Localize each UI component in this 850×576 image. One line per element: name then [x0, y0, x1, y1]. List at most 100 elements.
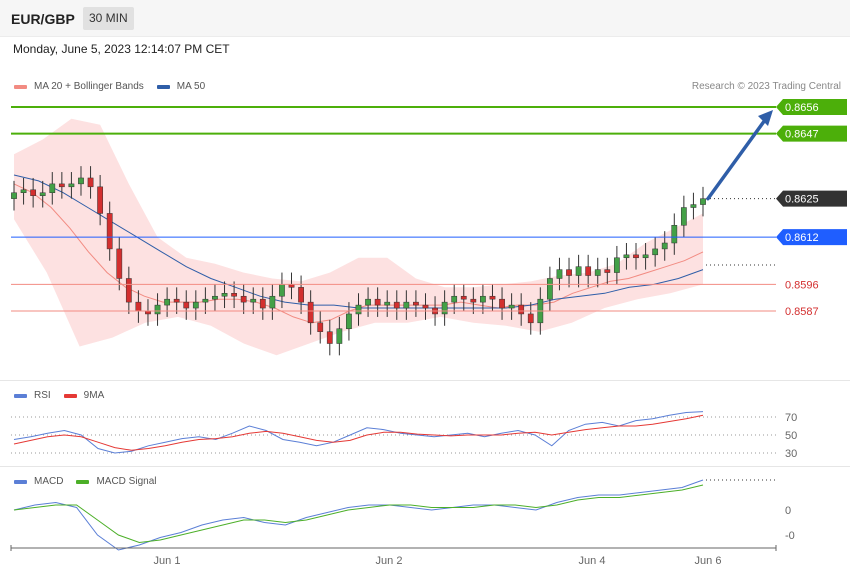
current-price-tag [776, 190, 847, 207]
macd-swatch-icon [14, 479, 27, 484]
rsi-legend: RSI 9MA [14, 390, 104, 401]
candle-body [518, 304, 525, 315]
candle-body [365, 298, 371, 306]
candle-body [613, 257, 620, 273]
forecast-arrowhead-icon [758, 110, 773, 126]
candle-body [604, 269, 611, 273]
candle-body [202, 298, 209, 303]
divider [0, 466, 850, 467]
candle-body [250, 298, 257, 303]
candle-body [192, 301, 199, 309]
timestamp: Monday, June 5, 2023 12:14:07 PM CET [13, 42, 230, 56]
legend-ma50-label: MA 50 [176, 81, 206, 92]
candle-body [585, 266, 592, 276]
main-legend: MA 20 + Bollinger Bands MA 50 [14, 81, 205, 92]
candle-body [307, 301, 314, 324]
ma50-swatch-icon [156, 84, 170, 89]
legend-macd-label: MACD [34, 476, 64, 487]
price-tag [776, 125, 847, 142]
candle-body [326, 331, 333, 344]
candle-body [173, 298, 180, 303]
price-tag-label: 0.8647 [785, 129, 819, 141]
ma20-swatch-icon [14, 84, 27, 89]
candle-body [489, 295, 496, 300]
candle-body [317, 322, 324, 332]
candle-body [39, 192, 46, 196]
candle-body [470, 298, 477, 303]
symbol-label: EUR/GBP [11, 11, 75, 27]
candle-body [547, 278, 553, 300]
candle-body [164, 298, 170, 306]
candle-body [20, 189, 27, 193]
candle-body [106, 213, 113, 250]
rsi-line [13, 411, 704, 454]
x-tick-label: Jun 1 [154, 555, 181, 567]
macd-signal-line [13, 484, 704, 544]
legend-macd-signal-label: MACD Signal [96, 476, 157, 487]
candle-body [221, 293, 228, 297]
rsi-ma-line [13, 414, 704, 451]
candle-body [700, 198, 706, 205]
candle-body [566, 269, 572, 276]
candle-body [680, 207, 687, 226]
candle-body [58, 183, 65, 188]
legend-rsi-label: RSI [34, 390, 51, 401]
candle-body [279, 284, 285, 297]
macd-legend: MACD MACD Signal [14, 476, 156, 487]
price-tag-label: 0.8656 [785, 102, 819, 114]
candle-body [78, 177, 84, 185]
candle-body [556, 269, 563, 279]
candle-body [384, 301, 391, 306]
macd-tick-label: -0 [785, 530, 795, 542]
support-label: 0.8596 [785, 279, 819, 291]
candle-body [594, 269, 601, 276]
legend-ma20-label: MA 20 + Bollinger Bands [34, 81, 144, 92]
candle-body [125, 278, 132, 303]
candle-body [499, 298, 505, 309]
candle-body [355, 304, 362, 315]
candle-body [346, 313, 352, 329]
macd-line [13, 479, 704, 551]
rsi-tick-label: 30 [785, 448, 797, 460]
candle-body [422, 304, 429, 309]
candle-body [527, 313, 534, 324]
candle-body [575, 266, 582, 276]
x-tick-label: Jun 4 [579, 555, 606, 567]
rsi-tick-label: 50 [785, 430, 797, 442]
candle-body [259, 298, 266, 309]
support-label: 0.8587 [785, 306, 819, 318]
candle-body [623, 254, 630, 259]
x-tick-label: Jun 2 [376, 555, 403, 567]
candle-body [441, 301, 448, 315]
candle-body [403, 301, 410, 309]
price-tag [776, 229, 847, 246]
macd-signal-swatch-icon [76, 479, 90, 484]
candle-body [413, 301, 419, 306]
candle-body [393, 301, 400, 309]
rsi-swatch-icon [14, 393, 27, 398]
candle-body [97, 186, 104, 214]
rsi-tick-label: 70 [785, 412, 797, 424]
forecast-arrow-icon [706, 118, 767, 201]
candle-body [116, 248, 123, 279]
candle-body [460, 295, 467, 300]
candle-body [11, 192, 17, 199]
candle-body [183, 301, 190, 309]
candle-body [30, 189, 37, 196]
candle-body [374, 298, 381, 306]
rsi-ma-swatch-icon [63, 393, 77, 398]
candle-body [135, 301, 142, 312]
legend-rsi-ma-label: 9MA [83, 390, 105, 401]
candle-body [269, 295, 276, 309]
divider [0, 380, 850, 381]
chart-header: EUR/GBP 30 MIN [0, 0, 850, 37]
timeframe-button[interactable]: 30 MIN [83, 7, 134, 30]
candle-body [154, 304, 161, 315]
candle-body [240, 295, 247, 303]
candle-body [671, 225, 678, 244]
candle-body [508, 304, 515, 309]
candle-body [451, 295, 458, 303]
price-tag [776, 99, 847, 115]
x-tick-label: Jun 6 [695, 555, 722, 567]
